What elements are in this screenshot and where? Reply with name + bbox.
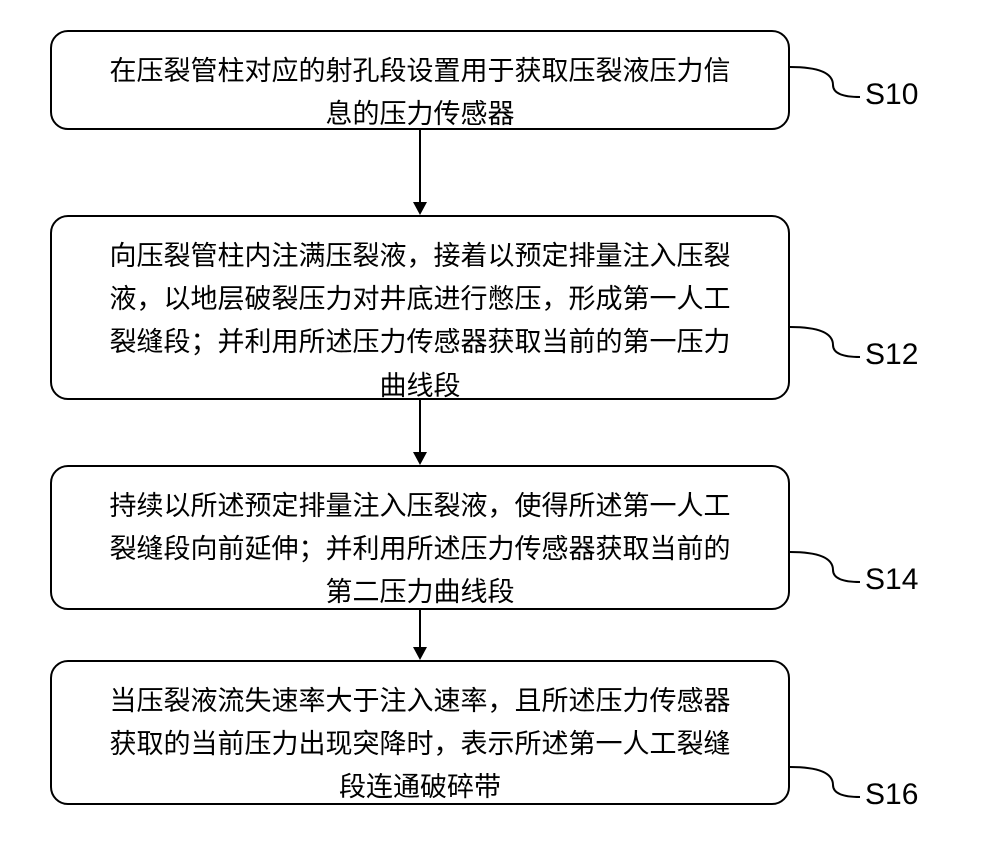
- bracket-s12: [788, 325, 863, 360]
- step-text: 在压裂管柱对应的射孔段设置用于获取压裂液压力信 息的压力传感器: [92, 50, 748, 136]
- bracket-s16: [788, 765, 863, 800]
- step-label: S12: [865, 338, 918, 372]
- step-label: S16: [865, 778, 918, 812]
- arrow-3: [50, 610, 790, 660]
- step-text: 当压裂液流失速率大于注入速率，且所述压力传感器 获取的当前压力出现突降时，表示所…: [92, 680, 748, 810]
- flowchart-step-s14: 持续以所述预定排量注入压裂液，使得所述第一人工 裂缝段向前延伸；并利用所述压力传…: [50, 465, 790, 610]
- step-text: 向压裂管柱内注满压裂液，接着以预定排量注入压裂 液，以地层破裂压力对井底进行憋压…: [92, 235, 748, 408]
- flowchart-container: 在压裂管柱对应的射孔段设置用于获取压裂液压力信 息的压力传感器 S10 向压裂管…: [50, 30, 950, 805]
- step-text: 持续以所述预定排量注入压裂液，使得所述第一人工 裂缝段向前延伸；并利用所述压力传…: [92, 485, 748, 615]
- bracket-s10: [788, 65, 863, 100]
- flowchart-step-s16: 当压裂液流失速率大于注入速率，且所述压力传感器 获取的当前压力出现突降时，表示所…: [50, 660, 790, 805]
- step-label: S14: [865, 563, 918, 597]
- flowchart-step-s12: 向压裂管柱内注满压裂液，接着以预定排量注入压裂 液，以地层破裂压力对井底进行憋压…: [50, 215, 790, 400]
- flowchart-step-s10: 在压裂管柱对应的射孔段设置用于获取压裂液压力信 息的压力传感器: [50, 30, 790, 130]
- arrow-1: [50, 130, 790, 215]
- arrow-2: [50, 400, 790, 465]
- step-label: S10: [865, 78, 918, 112]
- bracket-s14: [788, 550, 863, 585]
